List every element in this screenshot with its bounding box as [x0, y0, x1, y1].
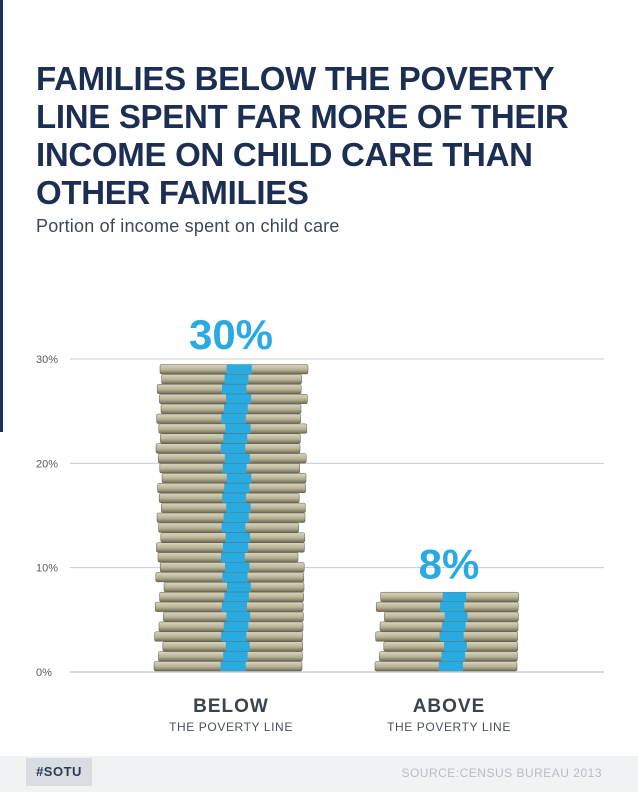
bundle-band	[223, 651, 248, 662]
bundle-band	[224, 592, 249, 602]
y-tick-label: 20%	[36, 458, 58, 470]
hashtag-badge[interactable]: #SOTU	[26, 758, 92, 786]
footer-bar	[0, 756, 638, 792]
bundle-band	[224, 453, 250, 464]
category-label: BELOW	[193, 696, 269, 717]
bundle-band	[222, 493, 246, 503]
bundle-band	[224, 483, 250, 493]
y-tick-label: 10%	[36, 563, 58, 575]
bundle-band	[223, 542, 249, 553]
y-tick-label: 0%	[36, 667, 52, 679]
bundle-band	[226, 473, 252, 483]
bundle-band	[224, 404, 248, 414]
bundle-band	[222, 384, 247, 394]
bundle-band	[441, 651, 465, 662]
bundle-band	[442, 592, 467, 602]
chart-subtitle: Portion of income spent on child care	[36, 216, 340, 236]
bundle-band	[444, 612, 468, 622]
bundle-band	[226, 503, 251, 513]
bar-chart: 0% 10% 20% 30% 30% BELOW THE POVERTY LINE 8% AB…	[36, 311, 604, 734]
bundle-band	[223, 513, 249, 523]
bundle-band	[444, 641, 467, 652]
bundle-band	[220, 661, 246, 671]
bundle-band	[225, 423, 251, 434]
bundle-band	[222, 463, 247, 473]
value-label: 30%	[189, 311, 273, 358]
bundle-band	[221, 522, 246, 533]
bundle-band	[440, 602, 465, 612]
bundle-band	[221, 602, 247, 612]
bundle-band	[224, 374, 249, 384]
category-sublabel: THE POVERTY LINE	[387, 720, 511, 734]
bundle-band	[225, 532, 251, 543]
bar	[153, 364, 309, 672]
bundle-band	[225, 562, 250, 572]
bundle-band	[439, 631, 464, 642]
bundle-band	[221, 552, 245, 563]
category-sublabel: THE POVERTY LINE	[169, 720, 293, 734]
bundle-band	[226, 612, 251, 622]
bundle-band	[225, 641, 250, 652]
bundle-band	[442, 621, 466, 632]
bundle-band	[221, 631, 247, 642]
bundle-band	[438, 661, 464, 671]
chart-title: FAMILIES BELOW THE POVERTY LINE SPENT FA…	[36, 60, 569, 211]
bundle-band	[226, 364, 252, 374]
bundle-band	[221, 414, 246, 424]
bundle-band	[223, 433, 248, 444]
y-tick-label: 30%	[36, 354, 58, 366]
left-accent-rule	[0, 0, 3, 432]
bundle-band	[220, 443, 246, 454]
source-credit: SOURCE:CENSUS BUREAU 2013	[401, 766, 602, 780]
bundle-band	[222, 572, 248, 582]
bundle-band	[227, 582, 251, 592]
bundle-band	[223, 621, 249, 632]
value-label: 8%	[419, 541, 480, 588]
bar	[374, 591, 519, 672]
bundle-band	[226, 394, 252, 404]
category-label: ABOVE	[413, 696, 486, 717]
